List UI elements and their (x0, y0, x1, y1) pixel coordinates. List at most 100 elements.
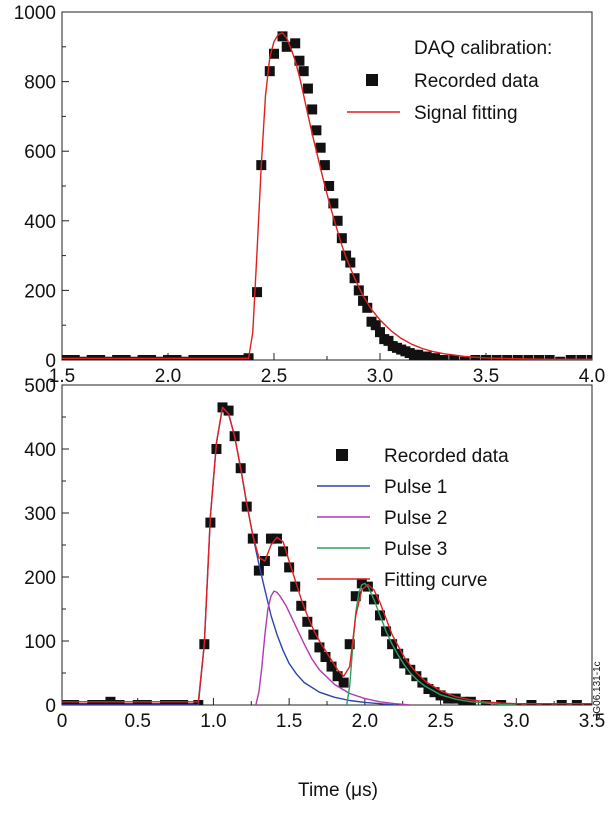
data-point (264, 66, 275, 77)
legend-label: Signal fitting (414, 103, 518, 124)
y-tick-label: 500 (24, 376, 56, 397)
x-tick-label: 1.5 (49, 366, 75, 387)
series-line-signal-fitting (62, 32, 592, 360)
x-tick-label: 1.0 (200, 711, 226, 732)
series-line-pulse-3 (346, 582, 517, 705)
plot-area (62, 402, 592, 705)
data-point (345, 257, 356, 268)
data-point (281, 41, 292, 52)
data-point (187, 703, 198, 705)
y-tick-label: 800 (24, 73, 56, 94)
legend-label: Pulse 1 (384, 477, 447, 498)
data-point (269, 48, 279, 59)
data-point (512, 355, 523, 360)
data-point (383, 335, 394, 346)
data-point (481, 355, 491, 360)
data-point (356, 578, 367, 589)
x-tick-label: 3.5 (579, 711, 605, 732)
data-point (465, 696, 476, 705)
y-tick-label: 0 (45, 351, 56, 372)
data-point (284, 562, 295, 573)
data-point (375, 327, 385, 338)
data-point (163, 355, 173, 360)
y-tick-label: 200 (24, 281, 56, 302)
data-point (294, 55, 305, 66)
data-point (353, 285, 364, 296)
data-point (314, 642, 325, 653)
legend-label: Pulse 3 (384, 539, 447, 560)
legend-title: DAQ calibration: (414, 38, 552, 59)
data-point (541, 703, 552, 705)
data-point (302, 83, 313, 94)
data-point (272, 533, 283, 544)
data-point (320, 652, 331, 662)
data-point (544, 355, 555, 360)
data-point (338, 677, 349, 688)
x-tick-label: 1.5 (276, 711, 302, 732)
data-point (319, 160, 330, 171)
data-point (332, 215, 343, 226)
data-point (423, 684, 434, 694)
data-point (565, 355, 576, 360)
y-tick-label: 0 (45, 696, 56, 717)
data-point (308, 629, 319, 640)
data-point (95, 355, 106, 360)
data-point (86, 355, 97, 360)
x-tick-label: 2.0 (155, 366, 181, 387)
figure-reference-label: JG06.131-1c (592, 661, 603, 718)
legend-marker (366, 74, 378, 86)
data-point (213, 355, 224, 360)
data-point (277, 31, 288, 42)
data-point (399, 658, 410, 669)
data-point (296, 600, 307, 611)
data-point (223, 405, 234, 416)
data-point (555, 356, 566, 360)
x-axis-title: Time (μs) (298, 780, 378, 801)
series-line-pulse-2 (255, 590, 411, 705)
x-tick-label: 3.5 (473, 366, 499, 387)
data-point (298, 66, 309, 77)
data-point (336, 233, 347, 244)
data-point (62, 355, 72, 360)
data-point (459, 356, 470, 360)
chart-pulse-fit: 0 0.5 1.0 1.5 2.0 2.5 3.0 3.5 0 100 200 300 400 500 Re… (24, 376, 605, 732)
legend-label: Fitting curve (384, 570, 487, 591)
x-tick-label: 2.0 (352, 711, 378, 732)
data-point (571, 700, 582, 705)
data-point (188, 355, 199, 360)
data-point (78, 703, 89, 705)
data-point (120, 355, 131, 360)
x-tick-label: 3.0 (367, 366, 393, 387)
data-point (324, 181, 335, 191)
y-tick-label: 200 (24, 568, 56, 589)
data-point (290, 38, 301, 49)
data-point (307, 104, 318, 115)
plot-area (62, 31, 592, 360)
data-point (491, 355, 502, 360)
data-point (443, 693, 454, 704)
x-tick-label: 0.5 (125, 711, 151, 732)
legend-marker (336, 449, 348, 461)
legend-label: Recorded data (384, 446, 509, 467)
data-point (326, 661, 337, 672)
data-point (587, 355, 592, 360)
data-point (205, 355, 216, 360)
data-point (302, 616, 313, 627)
data-point (358, 295, 369, 306)
data-point (332, 671, 343, 682)
y-tick-label: 400 (24, 212, 56, 233)
data-point (411, 671, 422, 682)
data-point (252, 287, 263, 298)
y-tick-label: 1000 (14, 3, 56, 24)
data-point (328, 198, 339, 209)
y-tick-label: 300 (24, 504, 56, 525)
data-point (146, 355, 157, 360)
legend-label: Recorded data (414, 71, 539, 92)
x-tick-label: 2.5 (261, 366, 287, 387)
data-point (137, 355, 148, 360)
data-point (576, 355, 587, 360)
data-point (278, 546, 289, 557)
data-point (123, 703, 134, 705)
data-point (405, 664, 416, 675)
